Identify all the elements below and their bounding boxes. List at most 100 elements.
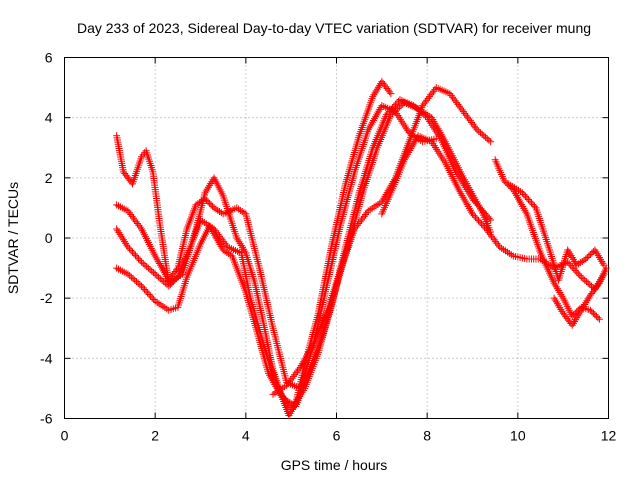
data-point — [594, 281, 602, 289]
data-point — [135, 221, 143, 229]
x-tick-label: 6 — [333, 428, 341, 444]
data-point — [472, 213, 480, 221]
data-point — [502, 178, 510, 186]
data-point — [206, 199, 214, 207]
data-point — [425, 93, 433, 101]
data-point — [145, 290, 153, 298]
data-point — [476, 129, 484, 137]
data-point — [473, 126, 481, 134]
data-point — [119, 236, 127, 244]
data-point — [518, 189, 526, 197]
data-point — [573, 268, 581, 276]
data-point — [158, 276, 166, 284]
data-point — [147, 292, 155, 300]
data-point — [589, 309, 597, 317]
data-point — [173, 266, 181, 274]
data-point — [126, 272, 134, 280]
x-tick-label: 4 — [242, 428, 250, 444]
data-point — [132, 278, 140, 286]
data-point — [451, 97, 459, 105]
data-point — [526, 197, 534, 205]
data-point — [494, 241, 502, 249]
data-point — [469, 210, 476, 218]
data-point — [577, 273, 585, 281]
data-point — [465, 115, 473, 123]
data-point — [386, 88, 394, 96]
data-point — [529, 201, 537, 209]
data-point — [588, 249, 596, 257]
data-point — [115, 229, 123, 237]
data-point — [124, 243, 132, 251]
data-point — [520, 191, 528, 199]
data-point — [489, 234, 497, 242]
y-axis-label: SDTVAR / TECUs — [5, 182, 21, 294]
x-tick-label: 0 — [61, 428, 69, 444]
data-point — [578, 257, 586, 265]
data-point — [144, 289, 152, 297]
data-point — [576, 259, 584, 267]
y-tick-label: 6 — [45, 50, 53, 66]
series-9 — [550, 264, 610, 329]
data-point — [570, 311, 578, 319]
data-point — [487, 216, 495, 224]
series-8 — [505, 180, 608, 284]
data-point — [392, 106, 400, 114]
data-point — [390, 108, 398, 116]
data-point — [133, 220, 141, 228]
data-series — [113, 78, 610, 419]
data-point — [447, 91, 455, 99]
data-point — [168, 279, 176, 287]
data-point — [458, 106, 466, 114]
data-point — [419, 102, 427, 110]
data-point — [165, 282, 173, 290]
data-point — [461, 109, 469, 117]
data-point — [568, 263, 576, 271]
data-point — [567, 261, 575, 269]
y-tick-label: -6 — [40, 411, 53, 427]
data-point — [588, 308, 596, 316]
data-point — [470, 212, 478, 220]
data-point — [527, 199, 535, 207]
data-point — [584, 279, 592, 287]
data-point — [171, 276, 179, 284]
data-point — [136, 281, 144, 289]
data-point — [602, 264, 610, 272]
data-point — [421, 98, 429, 106]
data-point — [131, 276, 139, 284]
data-point — [142, 287, 150, 295]
data-point — [424, 94, 432, 102]
data-point — [287, 376, 295, 384]
data-point — [586, 281, 594, 289]
data-point — [149, 269, 157, 277]
data-point — [166, 281, 174, 289]
data-point — [586, 306, 594, 314]
data-point — [235, 205, 243, 213]
data-point — [131, 216, 139, 224]
data-point — [136, 256, 144, 264]
data-point — [428, 89, 436, 97]
data-point — [594, 314, 602, 322]
data-point — [586, 251, 594, 259]
data-point — [139, 260, 147, 268]
data-point — [430, 87, 438, 95]
y-tick-label: 0 — [45, 230, 53, 246]
data-point — [420, 100, 428, 108]
data-point — [478, 130, 486, 138]
data-point — [459, 108, 467, 116]
data-point — [204, 198, 212, 206]
data-point — [530, 202, 538, 210]
data-point — [148, 294, 156, 302]
data-point — [196, 199, 204, 207]
data-point — [283, 381, 291, 389]
data-point — [490, 236, 498, 244]
data-point — [192, 201, 200, 209]
data-point — [581, 276, 589, 284]
data-point — [450, 95, 458, 103]
data-point — [571, 266, 579, 274]
data-point — [479, 222, 487, 230]
data-point — [150, 296, 158, 304]
data-point — [423, 96, 431, 104]
data-point — [289, 372, 297, 380]
data-point — [114, 227, 122, 235]
data-point — [476, 218, 484, 226]
